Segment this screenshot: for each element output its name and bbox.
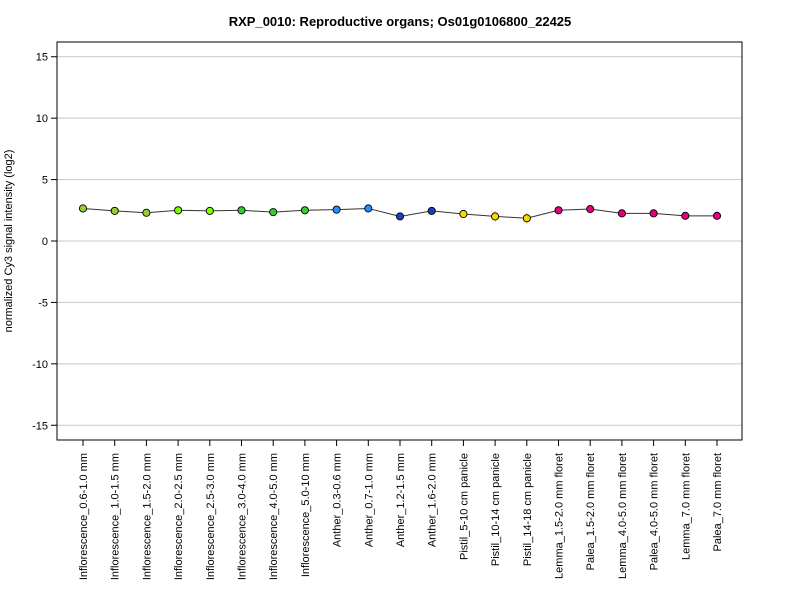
x-tick-label: Inflorescence_2.5-3.0 mm — [205, 453, 217, 580]
x-tick-label: Lemma_1.5-2.0 mm floret — [554, 453, 566, 579]
y-axis-label: normalized Cy3 signal intensity (log2) — [3, 150, 15, 333]
data-point — [142, 208, 151, 217]
x-tick-label: Inflorescence_5.0-10 mm — [300, 453, 312, 577]
y-tick-label: 15 — [36, 52, 48, 64]
data-point — [110, 206, 119, 215]
data-point — [427, 206, 436, 215]
x-tick-label: Pistil_5-10 cm panicle — [458, 453, 470, 560]
data-point — [649, 209, 658, 218]
x-tick-label: Pistil_14-18 cm panicle — [522, 453, 534, 566]
y-tick-label: 10 — [36, 113, 48, 125]
x-tick-label: Pistil_10-14 cm panicle — [490, 453, 502, 566]
data-point — [332, 205, 341, 214]
x-tick-label: Anther_0.7-1.0 mm — [363, 453, 375, 547]
data-point — [554, 206, 563, 215]
data-point — [205, 206, 214, 215]
y-tick-label: 5 — [42, 175, 48, 187]
x-tick-label: Anther_1.6-2.0 mm — [427, 453, 439, 547]
data-point — [491, 212, 500, 221]
x-tick-label: Inflorescence_3.0-4.0 mm — [237, 453, 249, 580]
x-tick-label: Inflorescence_0.6-1.0 mm — [78, 453, 90, 580]
data-point — [617, 209, 626, 218]
x-tick-label: Inflorescence_1.0-1.5 mm — [110, 453, 122, 580]
grid-lines — [57, 56, 742, 426]
x-tick-label: Anther_0.3-0.6 mm — [332, 453, 344, 547]
y-tick-label: -5 — [38, 297, 48, 309]
x-tick-label: Palea_1.5-2.0 mm floret — [585, 453, 597, 570]
data-point — [395, 212, 405, 221]
x-tick-label: Anther_1.2-1.5 mm — [395, 453, 407, 547]
data-point — [586, 205, 595, 214]
data-point — [681, 211, 690, 220]
x-tick-label: Lemma_7.0 mm floret — [680, 453, 692, 560]
series — [78, 204, 722, 224]
data-point — [78, 204, 88, 213]
x-tick-label: Inflorescence_1.5-2.0 mm — [141, 453, 153, 580]
data-point — [364, 204, 373, 213]
data-point — [174, 206, 183, 215]
y-tick-label: -15 — [32, 420, 48, 432]
x-tick-label: Palea_4.0-5.0 mm floret — [649, 453, 661, 570]
x-tick-label: Inflorescence_2.0-2.5 mm — [173, 453, 185, 580]
x-tick-label: Palea_7.0 mm floret — [712, 453, 724, 551]
data-point — [300, 206, 309, 215]
data-point — [459, 209, 468, 219]
y-tick-label: 0 — [42, 236, 48, 248]
x-tick-label: Lemma_4.0-5.0 mm floret — [617, 453, 629, 579]
axes: -15 -10 -5 0 5 10 15 Inflorescence_0.6-1.0 mm In… — [32, 41, 743, 580]
chart-title: RXP_0010: Reproductive organs; Os01g0106… — [229, 14, 572, 29]
x-tick-label: Inflorescence_4.0-5.0 mm — [268, 453, 280, 580]
data-point — [237, 206, 246, 215]
data-point — [522, 214, 531, 223]
data-point — [269, 208, 278, 217]
data-point — [712, 211, 722, 220]
y-tick-label: -10 — [32, 359, 48, 371]
